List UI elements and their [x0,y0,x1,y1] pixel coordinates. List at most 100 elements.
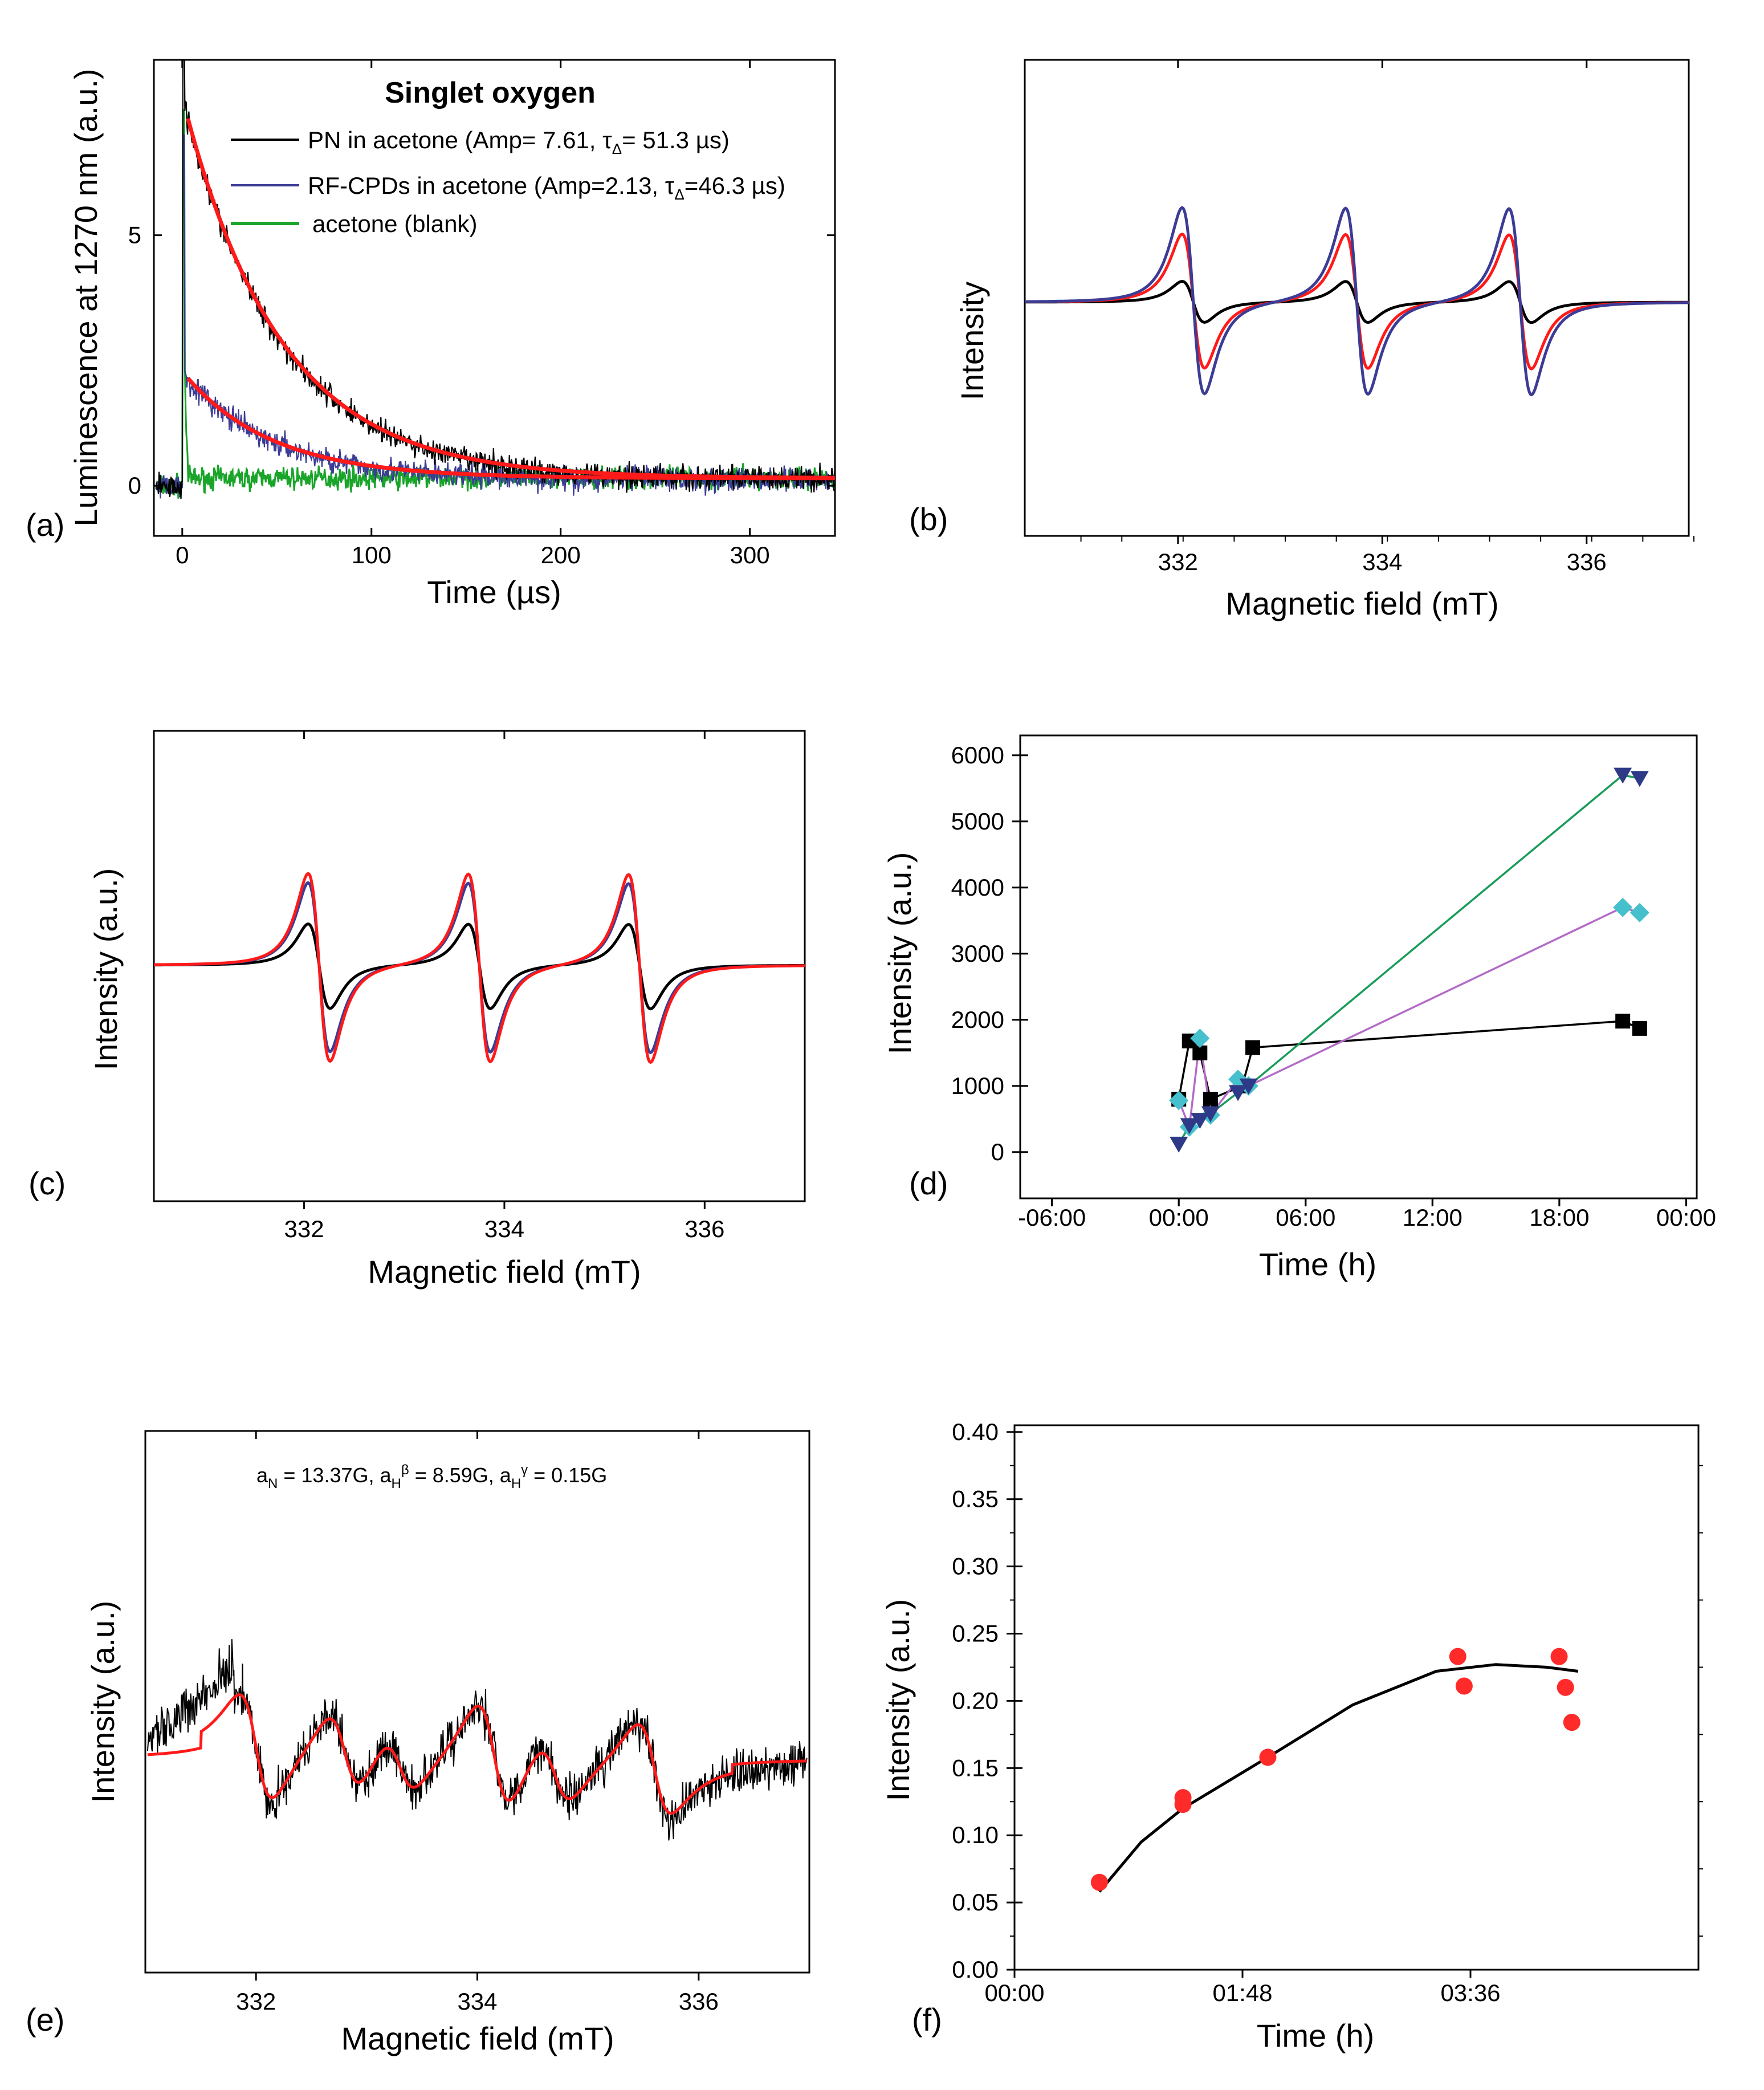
spectrum-experimental [146,1639,808,1841]
y-tick-label: 0.05 [952,1889,999,1916]
x-tick-label: 06:00 [1276,1204,1335,1231]
marker-triangle [1630,771,1649,787]
panel-a-legend: PN in acetone (Amp= 7.61, τΔ= 51.3 µs) R… [231,127,785,237]
marker-triangle [1239,1078,1258,1095]
panel-d-ticks: -06:00 00:00 06:00 12:00 18:00 00:00 0 1000 2000… [951,742,1716,1231]
marker-square [1203,1092,1218,1107]
data-point [1557,1678,1574,1696]
marker-triangle [1170,1136,1188,1153]
marker-triangle [1191,1113,1209,1129]
marker-triangle [1201,1106,1220,1123]
panel-b-ticks: 332 334 336 [1080,60,1694,575]
x-tick-label: 100 [352,542,392,568]
x-tick-label: 336 [679,1988,719,2015]
data-point [1259,1749,1277,1766]
panel-d-xlabel: Time (h) [1259,1246,1376,1282]
line-diamond [1178,906,1640,1128]
x-tick-label: 336 [685,1215,724,1242]
panel-f-plot [1090,1648,1580,1893]
panel-c-label: (c) [28,1165,66,1201]
panel-d-label: (d) [909,1165,948,1201]
panel-e-plot [146,1639,808,1841]
panel-c-ticks: 332 334 336 [284,731,724,1242]
panel-a-title: Singlet oxygen [385,76,596,109]
panel-d: -06:00 00:00 06:00 12:00 18:00 00:00 0 1000 2000… [882,734,1716,1282]
y-tick-label: 0.30 [952,1553,999,1580]
panel-f-ylabel: Intensity (a.u.) [880,1599,916,1802]
panel-a-plot [154,60,835,499]
marker-diamond [1169,1091,1189,1111]
y-tick-label: 1000 [951,1072,1004,1099]
panel-e-ylabel: Intensity (a.u.) [85,1601,121,1803]
panel-f-xlabel: Time (h) [1257,2018,1374,2054]
y-tick-label: 4000 [951,874,1004,901]
panel-e-ticks: 332 334 336 [236,1431,719,2015]
panel-f-ticks: 00:00 01:48 03:36 0.00 0.05 0.10 0.15 0.20 0.25 0… [952,1418,1703,2006]
x-tick-label: 332 [284,1215,324,1242]
panel-f-label: (f) [912,2002,942,2038]
panel-c-xlabel: Magnetic field (mT) [368,1254,641,1290]
panel-a: 0 100 200 300 0 5 Singlet oxygen PN in aceton… [26,59,836,610]
panel-d-frame [1019,734,1698,1199]
panel-e-annotation: aN = 13.37G, aHβ = 8.59G, aHγ = 0.15G [256,1462,607,1491]
data-point [1550,1648,1568,1665]
panel-d-ylabel: Intensity (a.u.) [882,852,918,1055]
fit-line [186,377,835,481]
spectrum-simulated [147,1693,807,1815]
y-tick-label: 0.15 [952,1754,999,1781]
x-tick-label: 334 [1362,548,1402,575]
x-tick-label: 332 [1158,548,1198,575]
x-tick-label: 300 [730,542,770,568]
x-tick-label: 200 [541,542,581,568]
x-tick-label: 12:00 [1403,1204,1462,1231]
marker-triangle [1229,1085,1248,1101]
panel-c-plot [154,872,805,1064]
data-point [1455,1677,1473,1695]
x-tick-label: 332 [236,1988,276,2015]
marker-diamond [1613,897,1633,917]
x-tick-label: 03:36 [1440,1979,1500,2006]
y-tick-label: 6000 [951,742,1004,768]
y-tick-label: 0.10 [952,1821,999,1848]
panel-f: 00:00 01:48 03:36 0.00 0.05 0.10 0.15 0.20 0.25 0… [880,1418,1703,2054]
x-tick-label: 00:00 [1149,1204,1209,1231]
y-tick-label: 0.00 [952,1956,999,1983]
panel-b: 332 334 336 Magnetic field (mT) Intensity … [909,59,1694,621]
legend-blank-label: acetone (blank) [312,210,478,237]
spectrum-red [154,872,805,1064]
panel-b-label: (b) [909,501,948,537]
y-tick-label: 0 [991,1138,1004,1165]
marker-square [1245,1040,1261,1055]
data-point [1174,1795,1192,1813]
y-tick-label: 0.40 [952,1418,999,1445]
x-tick-label: 01:48 [1212,1979,1272,2006]
x-tick-label: 336 [1567,548,1607,575]
x-tick-label: 00:00 [984,1979,1044,2006]
fit-line [1098,1663,1579,1893]
marker-triangle [1180,1118,1199,1135]
panel-e: 332 334 336 aN = 13.37G, aHβ = 8.59G, aHγ … [26,1430,810,2056]
x-tick-label: 334 [457,1988,497,2015]
panel-a-xlabel: Time (µs) [427,574,561,610]
panel-a-label: (a) [26,507,64,543]
y-tick-label: 0.35 [952,1486,999,1512]
panel-b-frame [1024,59,1690,537]
panel-a-frame [153,59,836,537]
spectrum-blue [1025,206,1689,397]
x-tick-label: 18:00 [1529,1204,1589,1231]
y-tick-label: 0.25 [952,1620,999,1646]
marker-diamond [1629,902,1649,922]
x-tick-label: 00:00 [1656,1204,1716,1231]
panel-d-plot [1169,767,1649,1153]
panel-b-ylabel: Intensity [954,282,990,401]
x-tick-label: 334 [484,1215,524,1242]
x-tick-label: -06:00 [1018,1204,1086,1231]
y-tick-label: 0 [128,472,141,499]
panel-b-plot [1025,206,1689,397]
panel-e-xlabel: Magnetic field (mT) [341,2020,614,2056]
y-tick-label: 2000 [951,1006,1004,1033]
marker-square [1632,1020,1647,1036]
panel-c-ylabel: Intensity (a.u.) [88,868,124,1071]
y-tick-label: 5000 [951,808,1004,835]
panel-a-ticks: 0 100 200 300 0 5 [128,60,835,568]
